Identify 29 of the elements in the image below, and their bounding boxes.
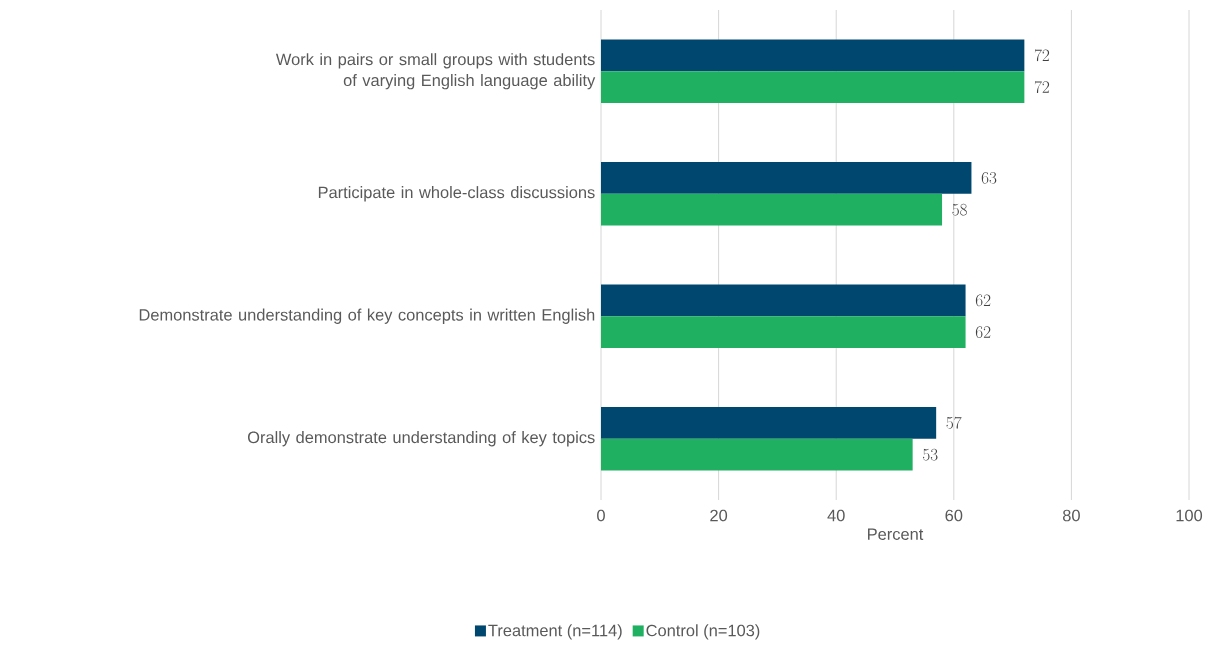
bar [601,406,937,439]
y-tick-label: Orally demonstrate understanding of key topics [247,431,595,447]
y-tick-label: Demonstrate understanding of key concepts in written English [139,308,595,324]
data-label: 58 [952,203,967,216]
bar [601,193,943,226]
data-label: 63 [981,172,997,184]
x-tick-label: 40 [827,509,845,522]
x-axis-title: Percent [868,528,924,540]
x-tick-label: 80 [1062,509,1080,522]
bar [601,71,1025,104]
data-label: 72 [1034,81,1050,94]
legend-label: Treatment (n=114) [488,624,622,640]
bar [601,39,1025,72]
bar [601,316,966,349]
data-label: 53 [923,448,938,461]
legend-label: Control (n=103) [646,624,760,640]
data-label: 72 [1034,49,1050,62]
x-tick-label: 100 [1176,509,1203,522]
x-tick-label: 60 [945,509,963,522]
x-tick-label: 0 [597,509,605,522]
data-label: 57 [946,416,962,429]
bar [601,284,966,317]
data-label: 62 [975,326,991,339]
data-label: 62 [975,294,991,307]
x-tick-label: 20 [710,509,728,522]
bar [601,161,972,194]
bar [601,438,913,471]
y-tick-label: Participate in whole-class discussions [318,186,595,202]
y-tick-label: Work in pairs or small groups with students of varying English language ability [275,53,596,90]
